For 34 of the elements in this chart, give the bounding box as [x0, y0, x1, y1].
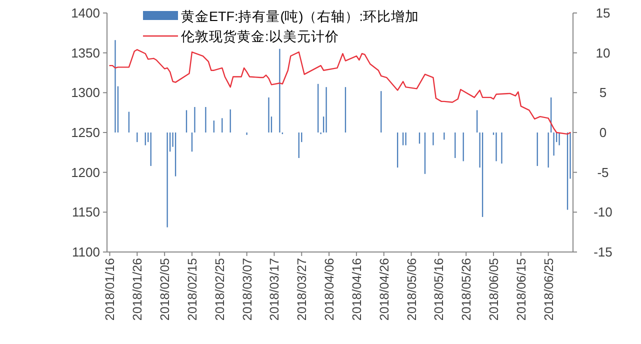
legend-label: 伦敦现货黄金:以美元计价 [181, 29, 339, 44]
y-tick-label: 1300 [71, 85, 100, 100]
x-tick-label: 2018/02/25 [212, 258, 227, 321]
y2-tick-label: 15 [596, 6, 610, 20]
x-tick-label: 2018/03/27 [295, 258, 310, 321]
x-tick-label: 2018/01/16 [103, 258, 118, 321]
legend-label: 黄金ETF:持有量(吨)（右轴）:环比增加 [181, 9, 419, 24]
y-tick-label: 1400 [71, 6, 100, 20]
x-tick-label: 2018/06/05 [487, 258, 502, 321]
y2-tick-label: -5 [597, 164, 609, 180]
x-tick-label: 2018/05/16 [432, 258, 446, 321]
y-tick-label: 1250 [71, 125, 100, 140]
x-tick-label: 2018/06/15 [514, 258, 528, 321]
y-tick-label: 1100 [72, 244, 100, 260]
y2-tick-label: 5 [599, 85, 607, 100]
x-tick-label: 2018/05/06 [404, 258, 419, 321]
x-tick-label: 2018/06/25 [542, 258, 556, 321]
x-tick-label: 2018/04/06 [322, 258, 337, 321]
y2-tick-label: -10 [594, 204, 612, 220]
x-tick-label: 2018/01/26 [130, 258, 145, 321]
x-tick-label: 2018/03/17 [268, 258, 282, 321]
x-tick-label: 2018/02/05 [158, 258, 172, 321]
x-tick-label: 2018/03/07 [240, 258, 254, 321]
x-tick-label: 2018/04/16 [350, 258, 364, 321]
y-tick-label: 1150 [72, 204, 100, 220]
y-tick-label: 1200 [71, 164, 100, 180]
x-tick-label: 2018/05/26 [460, 258, 474, 321]
y2-tick-label: 10 [596, 45, 610, 60]
y2-tick-label: 0 [599, 125, 607, 140]
x-tick-label: 2018/02/15 [185, 258, 200, 321]
line-series [109, 49, 571, 135]
x-tick-label: 2018/04/26 [377, 258, 392, 321]
y2-tick-label: -15 [594, 244, 612, 260]
y-tick-label: 1350 [71, 45, 100, 60]
